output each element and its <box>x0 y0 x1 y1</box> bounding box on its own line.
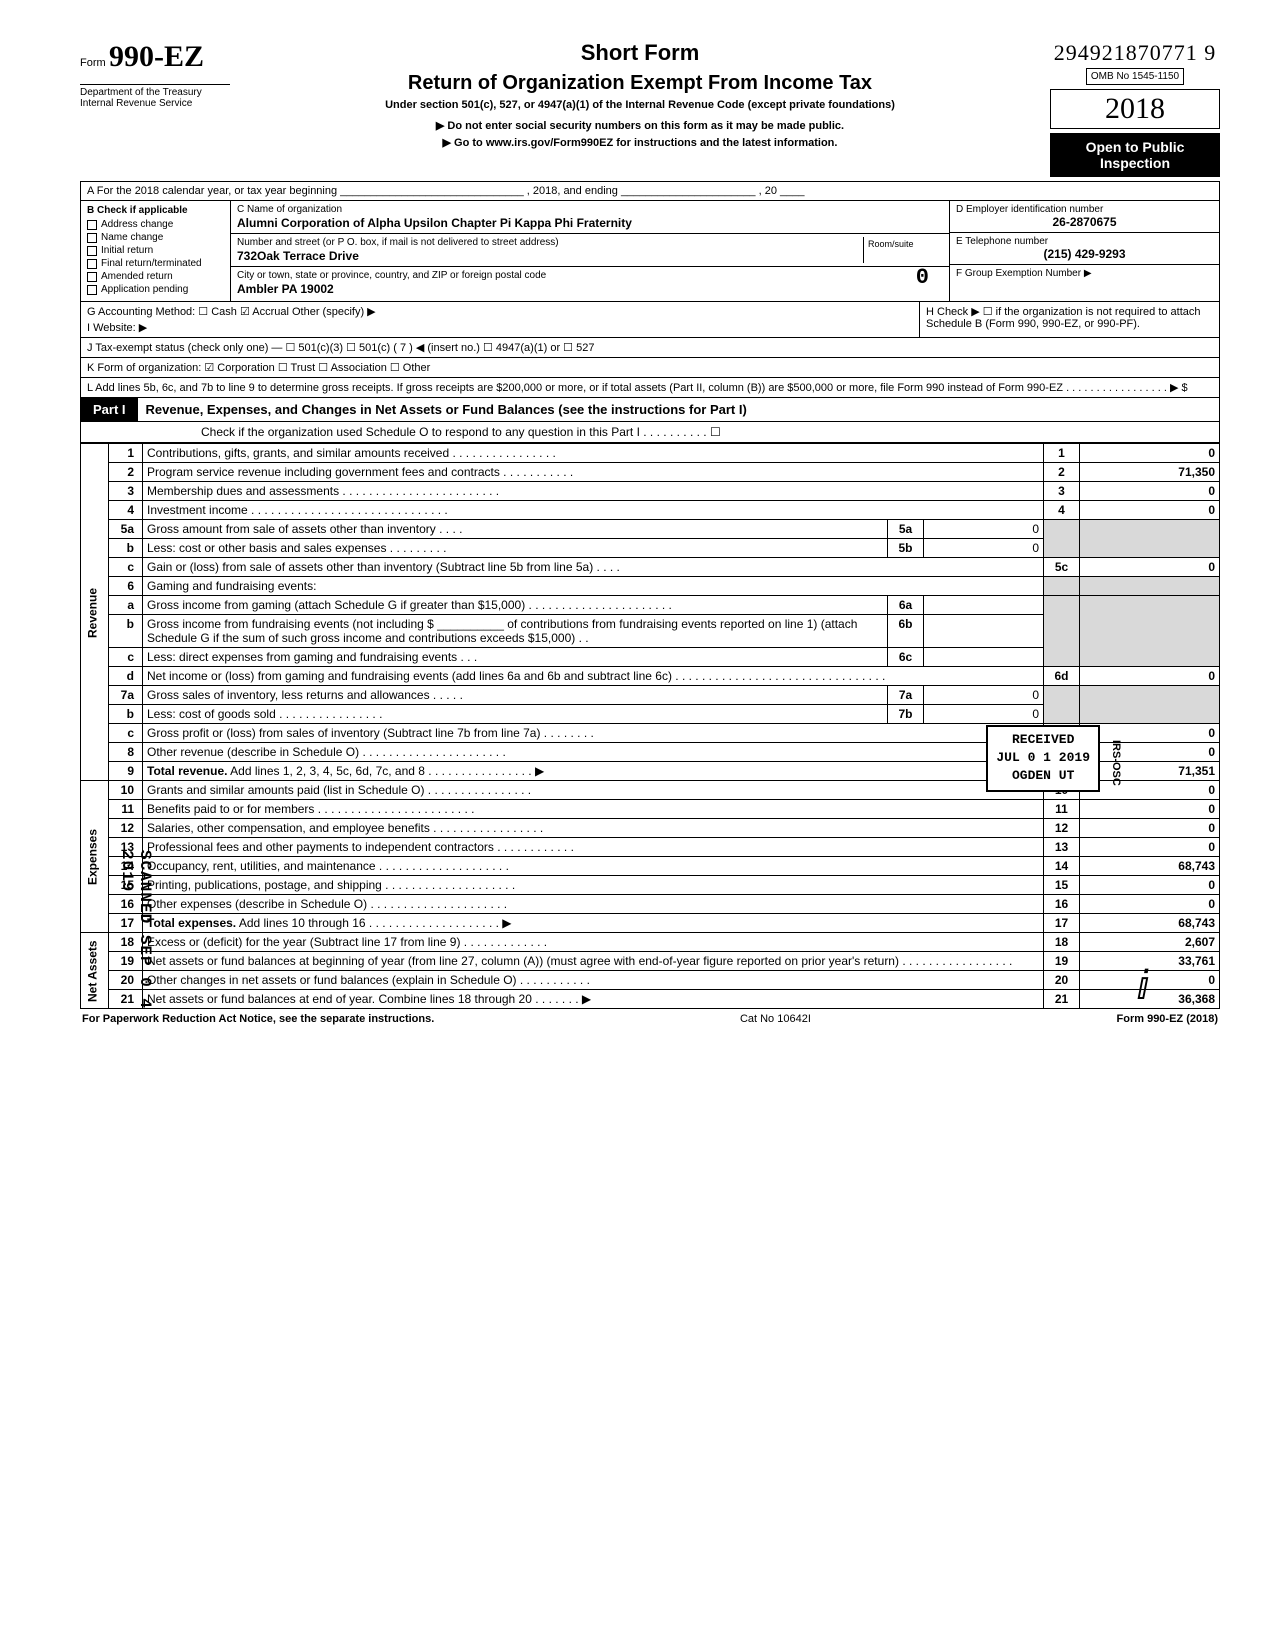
table-row: 7aGross sales of inventory, less returns… <box>81 686 1220 705</box>
chk-amended[interactable]: Amended return <box>87 271 224 282</box>
dept-treasury: Department of the Treasury <box>80 84 230 98</box>
table-row: 13Professional fees and other payments t… <box>81 838 1220 857</box>
handwritten-id: 294921870771 9 <box>1050 40 1220 66</box>
table-row: 21Net assets or fund balances at end of … <box>81 990 1220 1009</box>
dept-irs: Internal Revenue Service <box>80 98 230 109</box>
phone-label: E Telephone number <box>956 236 1213 247</box>
col-c: C Name of organization Alumni Corporatio… <box>231 201 949 301</box>
table-row: dNet income or (loss) from gaming and fu… <box>81 667 1220 686</box>
received-stamp: RECEIVED JUL 0 1 2019 OGDEN UT <box>986 725 1100 792</box>
table-row: 19Net assets or fund balances at beginni… <box>81 952 1220 971</box>
table-row: 20Other changes in net assets or fund ba… <box>81 971 1220 990</box>
city-value: Ambler PA 19002 <box>237 282 943 296</box>
entity-block: A For the 2018 calendar year, or tax yea… <box>80 181 1220 398</box>
table-row: Revenue 1 Contributions, gifts, grants, … <box>81 444 1220 463</box>
ein-value: 26-2870675 <box>956 215 1213 229</box>
table-row: 16Other expenses (describe in Schedule O… <box>81 895 1220 914</box>
city-label: City or town, state or province, country… <box>237 270 943 281</box>
line-i: I Website: ▶ <box>87 321 913 334</box>
table-row: 6Gaming and fundraising events: <box>81 577 1220 596</box>
side-revenue: Revenue <box>81 444 109 781</box>
open-to-public: Open to Public Inspection <box>1050 133 1220 177</box>
table-row: Net Assets 18Excess or (deficit) for the… <box>81 933 1220 952</box>
street-value: 732Oak Terrace Drive <box>237 249 863 263</box>
return-title: Return of Organization Exempt From Incom… <box>230 72 1050 95</box>
chk-app-pending[interactable]: Application pending <box>87 284 224 295</box>
chk-final-return[interactable]: Final return/terminated <box>87 258 224 269</box>
signature-mark: ⅈ <box>1136 962 1150 1009</box>
table-row: 11Benefits paid to or for members . . . … <box>81 800 1220 819</box>
subtitle: Under section 501(c), 527, or 4947(a)(1)… <box>230 99 1050 111</box>
header-center: Short Form Return of Organization Exempt… <box>230 40 1050 149</box>
line-l: L Add lines 5b, 6c, and 7b to line 9 to … <box>81 378 1219 397</box>
form-990ez-page: Form 990-EZ Department of the Treasury I… <box>80 40 1220 1029</box>
arrow-line-1: ▶ Do not enter social security numbers o… <box>230 119 1050 132</box>
table-row: 14Occupancy, rent, utilities, and mainte… <box>81 857 1220 876</box>
chk-name-change[interactable]: Name change <box>87 232 224 243</box>
form-number: 990-EZ <box>109 40 204 73</box>
part1-tab: Part I <box>81 398 138 421</box>
stamp-zero: 0 <box>916 265 929 290</box>
name-label: C Name of organization <box>237 204 943 215</box>
part1-header: Part I Revenue, Expenses, and Changes in… <box>80 398 1220 422</box>
table-row: 15Printing, publications, postage, and s… <box>81 876 1220 895</box>
table-row: 5aGross amount from sale of assets other… <box>81 520 1220 539</box>
line-g-h: G Accounting Method: ☐ Cash ☑ Accrual Ot… <box>81 302 1219 338</box>
tax-year: 2018 <box>1050 89 1220 129</box>
side-expenses: Expenses <box>81 781 109 933</box>
table-row: 2Program service revenue including gover… <box>81 463 1220 482</box>
short-form-label: Short Form <box>230 40 1050 66</box>
table-row: 4Investment income . . . . . . . . . . .… <box>81 501 1220 520</box>
footer-right: Form 990-EZ (2018) <box>1117 1013 1218 1025</box>
line-a: A For the 2018 calendar year, or tax yea… <box>81 182 1219 201</box>
side-netassets: Net Assets <box>81 933 109 1009</box>
col-b-label: B Check if applicable <box>87 205 224 216</box>
footer: For Paperwork Reduction Act Notice, see … <box>80 1009 1220 1029</box>
form-prefix: Form <box>80 57 106 69</box>
phone-value: (215) 429-9293 <box>956 247 1213 261</box>
line-g: G Accounting Method: ☐ Cash ☑ Accrual Ot… <box>87 305 913 318</box>
chk-address-change[interactable]: Address change <box>87 219 224 230</box>
table-row: aGross income from gaming (attach Schedu… <box>81 596 1220 615</box>
col-def: D Employer identification number 26-2870… <box>949 201 1219 301</box>
room-suite: Room/suite <box>863 237 943 263</box>
part1-sub: Check if the organization used Schedule … <box>80 422 1220 443</box>
arrow-line-2: ▶ Go to www.irs.gov/Form990EZ for instru… <box>230 136 1050 149</box>
footer-center: Cat No 10642I <box>740 1013 811 1025</box>
omb-number: OMB No 1545-1150 <box>1086 68 1184 85</box>
col-b: B Check if applicable Address change Nam… <box>81 201 231 301</box>
ein-label: D Employer identification number <box>956 204 1213 215</box>
part1-title: Revenue, Expenses, and Changes in Net As… <box>138 398 755 421</box>
table-row: cGain or (loss) from sale of assets othe… <box>81 558 1220 577</box>
line-h: H Check ▶ ☐ if the organization is not r… <box>919 302 1219 337</box>
group-exemption: F Group Exemption Number ▶ <box>956 268 1213 279</box>
street-label: Number and street (or P O. box, if mail … <box>237 237 863 248</box>
entity-grid: B Check if applicable Address change Nam… <box>81 201 1219 302</box>
chk-initial-return[interactable]: Initial return <box>87 245 224 256</box>
scanned-stamp: SCANNED SEP 0 4 2019 <box>118 850 154 1029</box>
header-left: Form 990-EZ Department of the Treasury I… <box>80 40 230 109</box>
irs-osc-stamp: IRS-OSC <box>1110 740 1122 786</box>
form-header: Form 990-EZ Department of the Treasury I… <box>80 40 1220 177</box>
table-row: 12Salaries, other compensation, and empl… <box>81 819 1220 838</box>
table-row: 3Membership dues and assessments . . . .… <box>81 482 1220 501</box>
line-k: K Form of organization: ☑ Corporation ☐ … <box>81 358 1219 378</box>
line-j: J Tax-exempt status (check only one) — ☐… <box>81 338 1219 358</box>
table-row: 17Total expenses. Add lines 10 through 1… <box>81 914 1220 933</box>
org-name: Alumni Corporation of Alpha Upsilon Chap… <box>237 216 943 230</box>
header-right: 294921870771 9 OMB No 1545-1150 2018 Ope… <box>1050 40 1220 177</box>
